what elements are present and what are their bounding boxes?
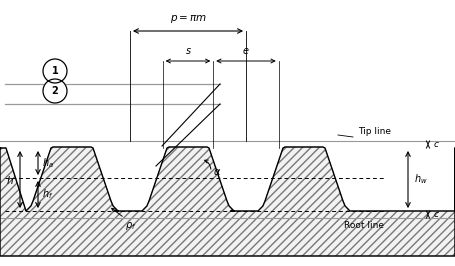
Text: $\alpha$: $\alpha$	[213, 167, 221, 177]
Text: Tip line: Tip line	[358, 127, 391, 135]
Text: $s$: $s$	[185, 46, 192, 56]
Text: Root line: Root line	[344, 222, 384, 231]
Text: $h_f$: $h_f$	[42, 188, 53, 201]
Text: 1: 1	[51, 66, 58, 76]
Text: $h_w$: $h_w$	[414, 173, 428, 186]
Circle shape	[43, 59, 67, 83]
Text: 2: 2	[51, 86, 58, 96]
Circle shape	[43, 79, 67, 103]
Text: $\rho_f$: $\rho_f$	[126, 220, 137, 232]
Text: $h_a$: $h_a$	[42, 156, 54, 170]
Text: $c$: $c$	[433, 210, 440, 219]
Text: $h$: $h$	[6, 173, 14, 185]
Text: $e$: $e$	[242, 46, 250, 56]
Polygon shape	[0, 147, 455, 256]
Text: $c$: $c$	[433, 140, 440, 149]
Text: $p=\pi m$: $p=\pi m$	[170, 13, 207, 25]
